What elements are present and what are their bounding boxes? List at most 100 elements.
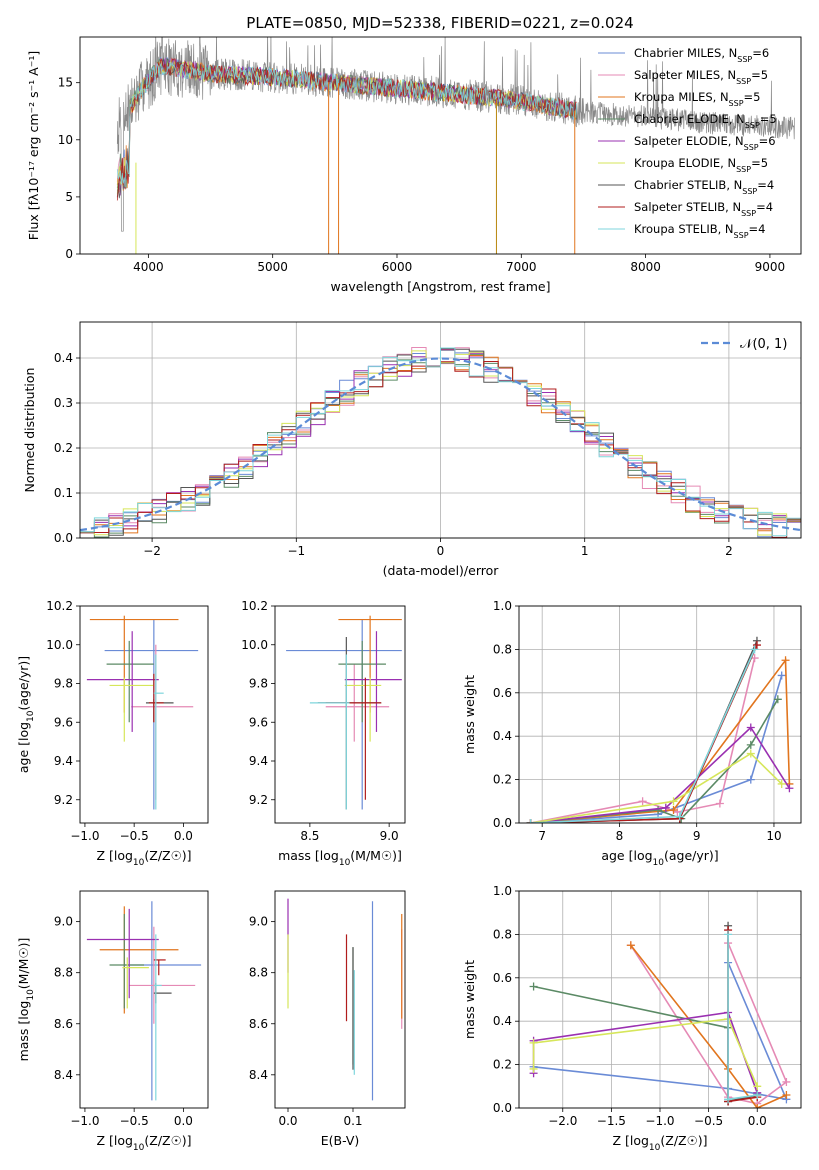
y-axis-label: mass weight	[462, 960, 477, 1039]
x-tick-label: 7000	[506, 260, 537, 274]
weight-marker	[526, 819, 535, 823]
y-tick-label: 9.6	[54, 715, 73, 729]
y-tick-label: 0.1	[54, 486, 73, 500]
age-vs-mass-frame	[274, 605, 406, 824]
y-tick-label: 9.6	[249, 715, 268, 729]
y-tick-label: 8.6	[249, 1017, 268, 1031]
y-tick-label: 0.0	[493, 816, 512, 830]
errorbar-point	[122, 957, 149, 1009]
y-tick-label: 5	[65, 190, 73, 204]
y-tick-label: 0.8	[493, 927, 512, 941]
y-tick-label: 0.4	[493, 729, 512, 743]
errorbar-point	[153, 934, 162, 1101]
weight-marker	[773, 695, 782, 704]
weight-series-4	[530, 726, 791, 823]
x-tick-label: 1	[581, 544, 589, 558]
x-axis-label: Z [log10(Z/Z☉)]	[96, 848, 191, 868]
x-axis-label: Z [log10(Z/Z☉)]	[612, 1133, 707, 1153]
weight-marker	[753, 1082, 762, 1091]
weight-marker	[750, 645, 759, 654]
model-spectrum-7	[116, 57, 577, 201]
spectrum-legend: Chabrier MILES, NSSP=6 Salpeter MILES, NS…	[598, 46, 777, 240]
model-spectrum-8	[116, 61, 578, 188]
weight-marker	[638, 797, 647, 806]
x-tick-label: 0.0	[278, 1114, 297, 1128]
weight-marker	[777, 779, 786, 788]
y-tick-label: 8.8	[54, 966, 73, 980]
histogram-steps	[80, 347, 801, 538]
weight-marker	[752, 641, 761, 650]
x-tick-label: −2.0	[548, 1114, 577, 1128]
legend-label: 𝒩(0, 1)	[740, 337, 787, 352]
x-tick-label: 0.1	[343, 1114, 362, 1128]
weight-marker	[746, 740, 755, 749]
weight-vs-age-frame	[518, 605, 802, 824]
spectrum-frame	[79, 36, 802, 255]
histogram-series-8	[80, 347, 801, 537]
weight-marker	[626, 941, 635, 950]
errorbars-age-vs-Z	[86, 615, 199, 810]
y-tick-label: 8.6	[54, 1017, 73, 1031]
weight-marker	[654, 805, 663, 814]
weights-weight-vs-Z	[529, 921, 791, 1108]
weight-series-0	[530, 675, 783, 823]
errorbar-point	[86, 631, 159, 732]
axes-age-vs-mass: 8.5 9.0 9.2 9.4 9.6 9.8 10.0 10.2 mass [log10(M/…	[241, 599, 402, 868]
y-tick-label: 10	[58, 133, 73, 147]
x-axis-label: E(B-V)	[321, 1133, 360, 1148]
x-tick-label: 0.0	[174, 829, 193, 843]
weights-weight-vs-age	[526, 636, 794, 823]
weight-marker	[529, 982, 538, 991]
y-tick-label: 0.4	[54, 351, 73, 365]
y-axis-label: mass weight	[462, 675, 477, 754]
weight-marker	[724, 930, 733, 939]
legend-label: Salpeter ELODIE, NSSP=6	[634, 134, 776, 152]
normal-reference-curve	[80, 357, 801, 532]
x-axis-label: age [log10(age/yr)]	[601, 848, 718, 868]
legend-label: Salpeter MILES, NSSP=5	[634, 68, 768, 86]
y-tick-label: 0.0	[54, 531, 73, 545]
x-tick-label: 0.0	[748, 1114, 767, 1128]
weight-marker	[782, 1090, 791, 1099]
errorbars-mass-vs-EBV	[287, 898, 403, 1101]
x-axis-label: (data-model)/error	[383, 563, 500, 578]
axes-mass-vs-EBV: 0.0 0.1 8.4 8.6 8.8 9.0 E(B-V)	[249, 915, 363, 1148]
y-tick-label: 10.0	[46, 638, 73, 652]
weight-marker	[753, 1090, 762, 1099]
axes-weight-vs-age: 7 8 9 10 0.0 0.2 0.4 0.6 0.8 1.0 age [log10(age/yr…	[462, 599, 801, 868]
y-tick-label: 15	[58, 76, 73, 90]
weight-vs-Z-frame	[518, 890, 802, 1109]
mass-vs-EBV-frame	[274, 890, 406, 1109]
x-tick-label: 7	[538, 829, 546, 843]
y-tick-label: 8.4	[54, 1068, 73, 1082]
legend-label: Chabrier STELIB, NSSP=4	[634, 178, 774, 196]
weight-marker	[746, 723, 755, 732]
y-tick-label: 9.8	[249, 677, 268, 691]
y-tick-label: 9.4	[54, 754, 73, 768]
mass-vs-Z-frame	[79, 890, 209, 1109]
weight-series-5	[532, 1018, 758, 1087]
legend-label: Chabrier ELODIE, NSSP=5	[634, 112, 777, 130]
legend-label: Kroupa ELODIE, NSSP=5	[634, 156, 768, 174]
x-tick-label: 4000	[133, 260, 164, 274]
weight-marker	[669, 805, 678, 814]
x-tick-label: 9000	[755, 260, 786, 274]
weight-marker	[753, 1104, 762, 1108]
weight-marker	[661, 803, 670, 812]
y-tick-label: 0.8	[493, 642, 512, 656]
axes-age-vs-Z: −1.0 −0.5 0.0 9.2 9.4 9.6 9.8 10.0 10.2 Z [log10(…	[16, 599, 193, 868]
y-tick-label: 0.2	[54, 441, 73, 455]
legend-label: Chabrier MILES, NSSP=6	[634, 46, 769, 64]
y-tick-label: 10.2	[241, 599, 268, 613]
y-tick-label: 9.0	[54, 915, 73, 929]
y-tick-label: 0.2	[493, 773, 512, 787]
weight-marker	[675, 812, 684, 821]
y-tick-label: 10.2	[46, 599, 73, 613]
x-tick-label: 0.0	[174, 1114, 193, 1128]
weight-marker	[724, 1095, 733, 1104]
weight-marker	[529, 1064, 538, 1073]
y-tick-label: 0.4	[493, 1014, 512, 1028]
errorbar-point	[129, 926, 196, 1024]
age-vs-Z-frame	[79, 605, 209, 824]
